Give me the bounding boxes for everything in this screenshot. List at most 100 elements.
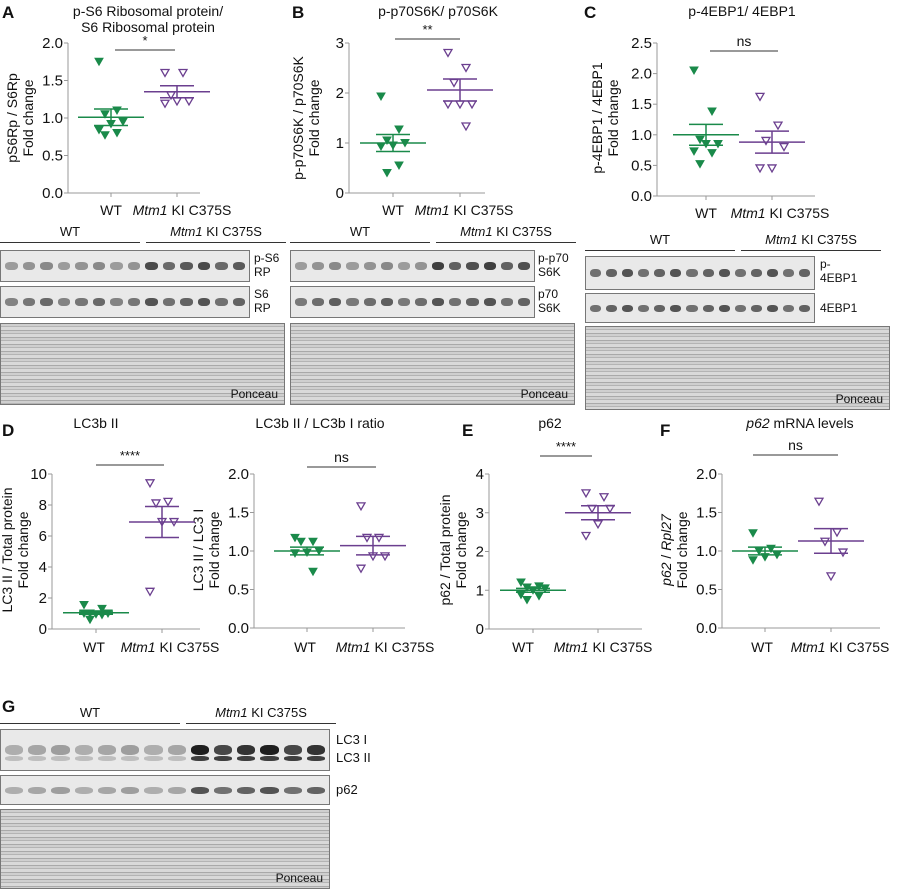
data-point bbox=[361, 533, 373, 543]
panel-letter-e: E bbox=[462, 421, 473, 440]
svg-text:p-4EBP1 / 4EBP1: p-4EBP1 / 4EBP1 bbox=[589, 62, 605, 174]
blot-lane bbox=[653, 257, 666, 289]
blot-lane bbox=[589, 294, 602, 322]
blot-lane bbox=[637, 294, 650, 322]
blot-lane bbox=[414, 251, 428, 281]
data-point bbox=[97, 604, 107, 614]
blot-lane bbox=[213, 730, 233, 770]
chart-f-xlabel-wt: WT bbox=[751, 639, 773, 655]
blot-b-ponceau: Ponceau bbox=[290, 323, 575, 405]
blot-b-row-2-label: p70 S6K bbox=[538, 287, 561, 315]
blot-lane bbox=[500, 251, 514, 281]
significance-label: **** bbox=[556, 439, 576, 454]
data-point bbox=[580, 531, 592, 541]
data-point bbox=[296, 537, 306, 547]
data-point bbox=[100, 131, 110, 140]
chart-d1-xlabel-wt: WT bbox=[83, 639, 105, 655]
chart-c-ylabel: p-4EBP1 / 4EBP1 Fold change bbox=[589, 62, 621, 174]
chart-d1-xlabel-ki: Mtm1 KI C375S bbox=[121, 639, 220, 655]
blot-lane bbox=[605, 294, 618, 322]
blot-lane bbox=[283, 776, 303, 804]
blot-lane bbox=[127, 287, 142, 317]
blot-lane bbox=[653, 294, 666, 322]
blot-g-row-2 bbox=[0, 775, 330, 805]
chart-f-xlabel-ki: Mtm1 KI C375S bbox=[791, 639, 890, 655]
blot-b: WT Mtm1 KI C375S p-p70 S6K p70 S6K Ponce… bbox=[290, 222, 580, 407]
chart-d1-ylabel: LC3 II / Total protein Fold change bbox=[0, 487, 31, 612]
data-point bbox=[534, 592, 544, 601]
blot-lane bbox=[465, 251, 479, 281]
blot-lane bbox=[397, 287, 411, 317]
chart-e-title: p62 bbox=[538, 415, 562, 431]
data-point bbox=[79, 600, 89, 610]
y-tick-label: 2.0 bbox=[42, 35, 63, 52]
y-tick-label: 1.5 bbox=[696, 505, 717, 522]
blot-lane bbox=[605, 257, 618, 289]
data-point bbox=[831, 528, 843, 538]
blot-lane bbox=[669, 294, 682, 322]
data-point bbox=[695, 135, 705, 145]
blot-lane bbox=[782, 257, 795, 289]
data-point bbox=[819, 537, 831, 547]
data-point bbox=[382, 169, 392, 178]
svg-text:Fold change: Fold change bbox=[306, 79, 322, 156]
blot-lane bbox=[50, 730, 70, 770]
y-tick-label: 2.0 bbox=[631, 66, 652, 83]
blot-b-row-2 bbox=[290, 286, 535, 318]
y-tick-label: 1.5 bbox=[228, 505, 249, 522]
chart-3: 0 2 4 6 8 10 **** bbox=[30, 448, 200, 638]
blot-lane bbox=[22, 287, 37, 317]
y-tick-label: 1.5 bbox=[42, 73, 63, 90]
data-point bbox=[707, 107, 717, 117]
blot-lane bbox=[97, 730, 117, 770]
data-point bbox=[766, 164, 778, 174]
blot-c-ki-header: Mtm1 KI C375S bbox=[741, 232, 881, 251]
blot-lane bbox=[162, 287, 177, 317]
data-point bbox=[695, 160, 705, 169]
data-point bbox=[183, 97, 195, 107]
blot-lane bbox=[294, 287, 308, 317]
blot-lane bbox=[414, 287, 428, 317]
blot-a-ki-header: Mtm1 KI C375S bbox=[146, 224, 286, 243]
significance-label: ns bbox=[737, 33, 752, 49]
panel-letter-f: F bbox=[660, 421, 670, 440]
blot-lane bbox=[766, 257, 779, 289]
blot-lane bbox=[734, 294, 747, 322]
data-point bbox=[376, 92, 386, 102]
y-tick-label: 1.0 bbox=[228, 543, 249, 560]
blot-lane bbox=[363, 251, 377, 281]
y-tick-label: 1.5 bbox=[631, 96, 652, 113]
data-point bbox=[100, 110, 110, 119]
blot-lane bbox=[734, 257, 747, 289]
blot-lane bbox=[517, 251, 531, 281]
chart-a-xlabel-wt: WT bbox=[100, 202, 122, 218]
blot-g-row-1 bbox=[0, 729, 330, 771]
blot-lane bbox=[306, 730, 326, 770]
chart-a-title-2: S6 Ribosomal protein bbox=[81, 19, 215, 35]
blot-lane bbox=[162, 251, 177, 281]
data-point bbox=[707, 149, 717, 158]
blot-g-row-2-label: p62 bbox=[336, 782, 358, 797]
chart-e-xlabel-ki: Mtm1 KI C375S bbox=[554, 639, 653, 655]
blot-b-row-1-label: p-p70 S6K bbox=[538, 251, 569, 279]
blot-lane bbox=[328, 251, 342, 281]
data-point bbox=[748, 556, 758, 565]
blot-lane bbox=[92, 287, 107, 317]
data-point bbox=[778, 142, 790, 152]
blot-lane bbox=[4, 251, 19, 281]
blot-g-row-1-label: LC3 I LC3 II bbox=[336, 732, 371, 765]
data-point bbox=[592, 520, 604, 530]
data-point bbox=[379, 552, 391, 562]
blot-g-ponceau: Ponceau bbox=[0, 809, 330, 889]
svg-text:Fold change: Fold change bbox=[605, 79, 621, 156]
data-point bbox=[598, 493, 610, 503]
x-labels: WT Mtm1 KI C375S WT Mtm1 KI C375S WT Mtm… bbox=[83, 202, 889, 655]
blot-lane bbox=[39, 287, 54, 317]
y-tick-label: 1.0 bbox=[696, 543, 717, 560]
y-tick-label: 1 bbox=[336, 135, 344, 152]
data-point bbox=[516, 590, 526, 600]
blot-lane bbox=[4, 287, 19, 317]
data-point bbox=[308, 567, 318, 577]
blot-lane bbox=[120, 776, 140, 804]
data-point bbox=[460, 63, 472, 73]
